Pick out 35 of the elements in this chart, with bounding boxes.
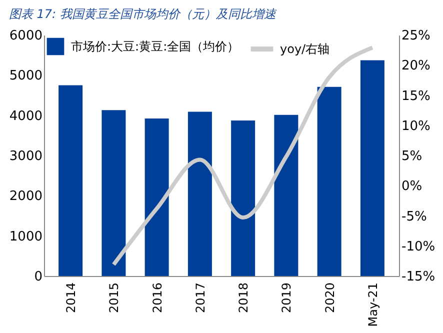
bar bbox=[102, 110, 126, 276]
y2-tick-label: 5% bbox=[402, 149, 422, 164]
y-tick-label: 2000 bbox=[9, 189, 42, 204]
bar bbox=[274, 114, 298, 276]
y2-tick-label: 20% bbox=[402, 58, 430, 74]
bar bbox=[360, 60, 384, 276]
y-tick-label: 4000 bbox=[9, 108, 42, 124]
y2-tick-label: -5% bbox=[402, 209, 427, 224]
y2-tick-label: 10% bbox=[402, 118, 430, 134]
legend-label: 市场价:大豆:黄豆:全国（均价） bbox=[71, 40, 240, 54]
x-tick-label: 2020 bbox=[322, 282, 337, 314]
x-tick-label: 2017 bbox=[193, 282, 208, 314]
y2-tick-label: 15% bbox=[402, 88, 430, 104]
chart-title: 图表 17: 我国黄豆全国市场均价（元）及同比增速 bbox=[8, 7, 277, 21]
y-tick-label: 6000 bbox=[9, 28, 42, 44]
bar bbox=[58, 85, 83, 276]
bar bbox=[231, 120, 256, 276]
y2-tick-label: 0% bbox=[402, 179, 422, 194]
y-tick-label: 0 bbox=[34, 270, 42, 284]
x-tick-label: 2014 bbox=[64, 282, 78, 314]
y-tick-label: 5000 bbox=[9, 68, 42, 84]
x-tick-label: 2019 bbox=[280, 282, 294, 314]
x-tick-label: May-21 bbox=[366, 282, 380, 327]
bar bbox=[317, 86, 342, 276]
x-tick-label: 2015 bbox=[107, 282, 122, 314]
legend-label: yoy/右轴 bbox=[280, 42, 330, 56]
x-tick-label: 2018 bbox=[236, 282, 251, 314]
y-tick-label: 1000 bbox=[9, 229, 42, 244]
bar bbox=[144, 118, 169, 276]
y-tick-label: 3000 bbox=[9, 149, 42, 164]
y2-tick-label: 25% bbox=[402, 28, 430, 44]
x-tick-label: 2016 bbox=[150, 282, 164, 314]
bar bbox=[188, 112, 212, 276]
y2-tick-label: -15% bbox=[402, 270, 436, 284]
y2-tick-label: -10% bbox=[402, 239, 436, 254]
